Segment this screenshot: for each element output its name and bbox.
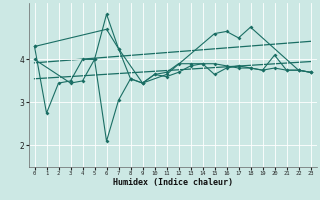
X-axis label: Humidex (Indice chaleur): Humidex (Indice chaleur) xyxy=(113,178,233,187)
